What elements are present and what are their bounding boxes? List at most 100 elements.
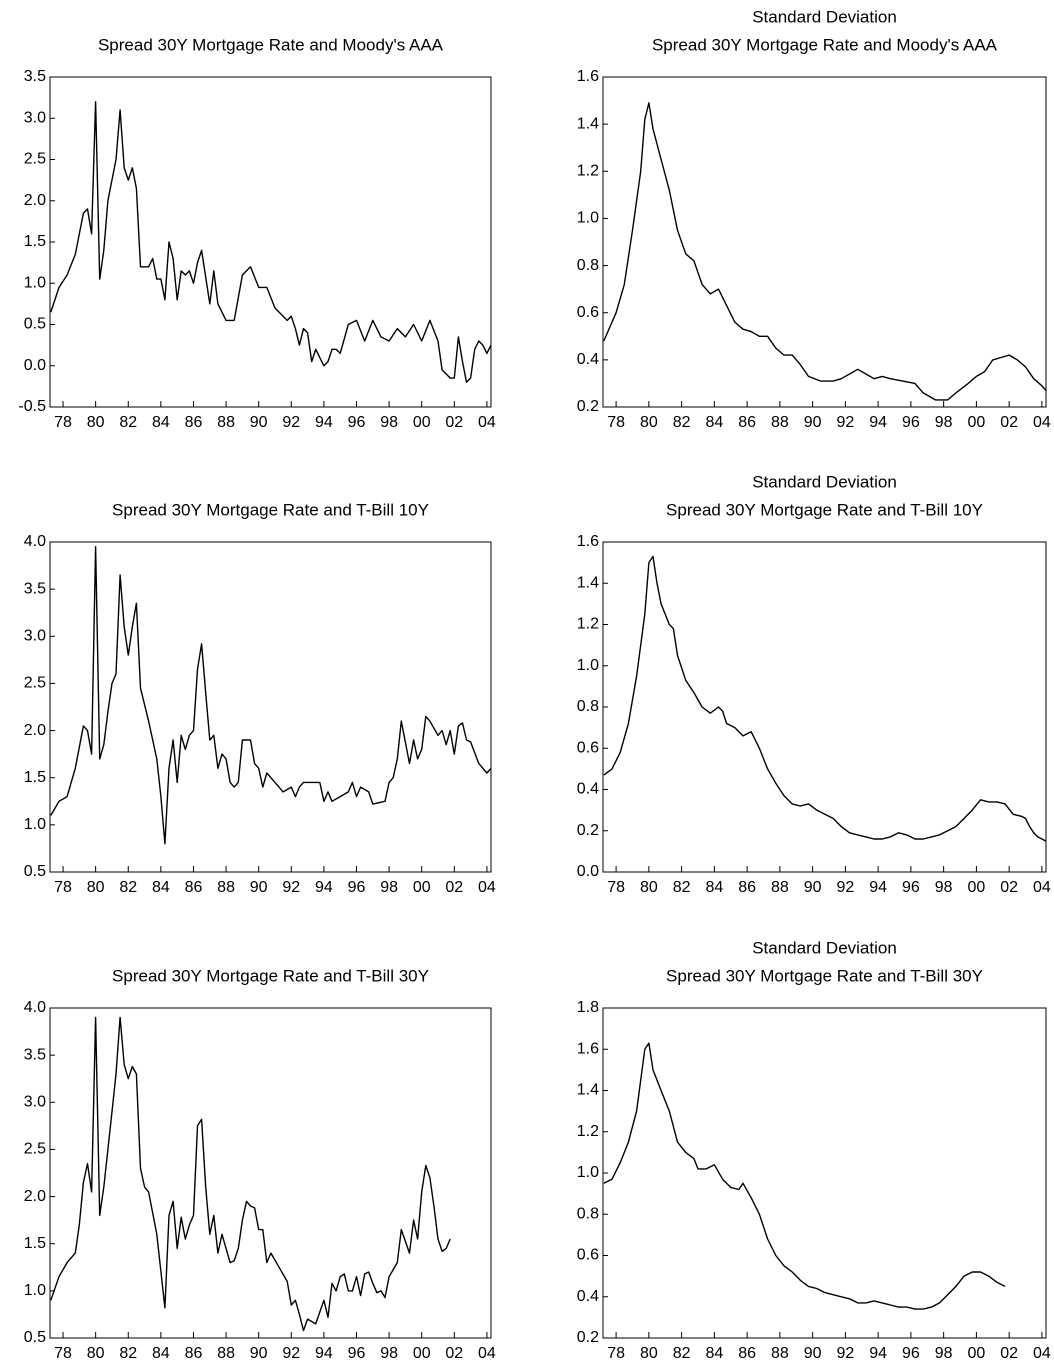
x-tick-label: 02: [1000, 1345, 1018, 1362]
y-tick-label: 1.5: [24, 1235, 46, 1252]
x-tick-label: 04: [478, 879, 496, 896]
x-tick-label: 04: [478, 414, 496, 431]
x-tick-label: 84: [705, 879, 723, 896]
y-tick-label: 2.0: [24, 1188, 46, 1205]
y-tick-label: 0.0: [577, 863, 599, 880]
x-tick-label: 78: [54, 414, 72, 431]
y-tick-label: 1.5: [24, 769, 46, 786]
x-tick-label: 96: [902, 879, 920, 896]
x-tick-label: 82: [119, 1345, 137, 1362]
y-tick-label: 3.5: [24, 68, 46, 85]
y-tick-label: 1.2: [577, 1123, 599, 1140]
chart-title: Standard Deviation: [752, 938, 897, 957]
x-tick-label: 82: [119, 879, 137, 896]
x-tick-label: 96: [348, 1345, 366, 1362]
y-tick-label: 0.2: [577, 1329, 599, 1346]
x-tick-label: 88: [217, 1345, 235, 1362]
data-line: [50, 101, 492, 383]
x-tick-label: 98: [380, 1345, 398, 1362]
data-line: [603, 1042, 1006, 1310]
x-tick-label: 00: [967, 414, 985, 431]
y-tick-label: 0.4: [577, 1288, 599, 1305]
x-tick-label: 80: [87, 414, 105, 431]
y-tick-label: 1.0: [24, 1282, 46, 1299]
y-tick-label: 0.4: [577, 351, 599, 368]
x-tick-label: 98: [380, 414, 398, 431]
x-tick-label: 86: [738, 414, 756, 431]
x-tick-label: 92: [282, 1345, 300, 1362]
x-tick-label: 04: [1033, 879, 1051, 896]
x-tick-label: 84: [152, 1345, 170, 1362]
y-tick-label: 1.2: [577, 616, 599, 633]
x-tick-label: 96: [902, 414, 920, 431]
x-tick-label: 04: [1033, 1345, 1051, 1362]
y-tick-label: 1.6: [577, 68, 599, 85]
x-tick-label: 80: [87, 879, 105, 896]
y-tick-label: 1.6: [577, 533, 599, 550]
x-tick-label: 02: [445, 1345, 463, 1362]
x-tick-label: 94: [315, 414, 333, 431]
x-tick-label: 84: [152, 414, 170, 431]
x-tick-label: 78: [607, 1345, 625, 1362]
y-tick-label: 1.5: [24, 233, 46, 250]
x-tick-label: 98: [380, 879, 398, 896]
y-tick-label: 1.4: [577, 115, 599, 132]
y-tick-label: 4.0: [24, 533, 46, 550]
y-tick-label: 2.0: [24, 192, 46, 209]
x-tick-label: 00: [413, 879, 431, 896]
chart-subtitle: Spread 30Y Mortgage Rate and Moody's AAA: [652, 35, 998, 54]
y-tick-label: 3.0: [24, 109, 46, 126]
x-tick-label: 94: [315, 1345, 333, 1362]
y-tick-label: 1.8: [577, 999, 599, 1016]
data-line: [50, 1016, 451, 1332]
y-tick-label: 1.4: [577, 574, 599, 591]
chart-subtitle: Spread 30Y Mortgage Rate and T-Bill 30Y: [666, 966, 983, 985]
chart-title: Standard Deviation: [752, 472, 897, 491]
x-tick-label: 92: [282, 414, 300, 431]
x-tick-label: 92: [836, 1345, 854, 1362]
y-tick-label: 2.5: [24, 151, 46, 168]
data-line: [603, 555, 1047, 842]
x-tick-label: 88: [771, 1345, 789, 1362]
x-tick-label: 90: [804, 879, 822, 896]
x-tick-label: 92: [282, 879, 300, 896]
plot-frame: [49, 541, 492, 873]
chart-subtitle: Spread 30Y Mortgage Rate and T-Bill 10Y: [666, 500, 983, 519]
x-tick-label: 80: [640, 879, 658, 896]
y-tick-label: 0.8: [577, 1205, 599, 1222]
x-tick-label: 94: [869, 414, 887, 431]
plot-frame: [602, 1007, 1047, 1339]
plot-frame: [602, 541, 1047, 873]
x-tick-label: 98: [935, 414, 953, 431]
y-tick-label: 1.2: [577, 163, 599, 180]
y-tick-label: 3.5: [24, 1046, 46, 1063]
y-tick-label: 2.5: [24, 675, 46, 692]
y-tick-label: 0.2: [577, 398, 599, 415]
x-tick-label: 80: [87, 1345, 105, 1362]
y-tick-label: 0.4: [577, 781, 599, 798]
x-tick-label: 80: [640, 414, 658, 431]
x-tick-label: 92: [836, 879, 854, 896]
x-tick-label: 86: [185, 879, 203, 896]
x-tick-label: 02: [445, 879, 463, 896]
y-tick-label: 4.0: [24, 999, 46, 1016]
y-tick-label: 1.0: [577, 210, 599, 227]
y-tick-label: 1.6: [577, 1040, 599, 1057]
x-tick-label: 98: [935, 1345, 953, 1362]
y-tick-label: 1.0: [24, 274, 46, 291]
chart-title: Spread 30Y Mortgage Rate and Moody's AAA: [98, 35, 444, 54]
x-tick-label: 88: [217, 414, 235, 431]
y-tick-label: 0.8: [577, 698, 599, 715]
data-line: [603, 102, 1047, 401]
x-tick-label: 78: [607, 879, 625, 896]
y-tick-label: 0.5: [24, 316, 46, 333]
y-tick-label: 0.6: [577, 739, 599, 756]
x-tick-label: 00: [967, 1345, 985, 1362]
x-tick-label: 88: [771, 879, 789, 896]
x-tick-label: 90: [804, 1345, 822, 1362]
x-tick-label: 00: [967, 879, 985, 896]
x-tick-label: 86: [738, 879, 756, 896]
chart-title: Spread 30Y Mortgage Rate and T-Bill 10Y: [112, 500, 429, 519]
x-tick-label: 88: [217, 879, 235, 896]
